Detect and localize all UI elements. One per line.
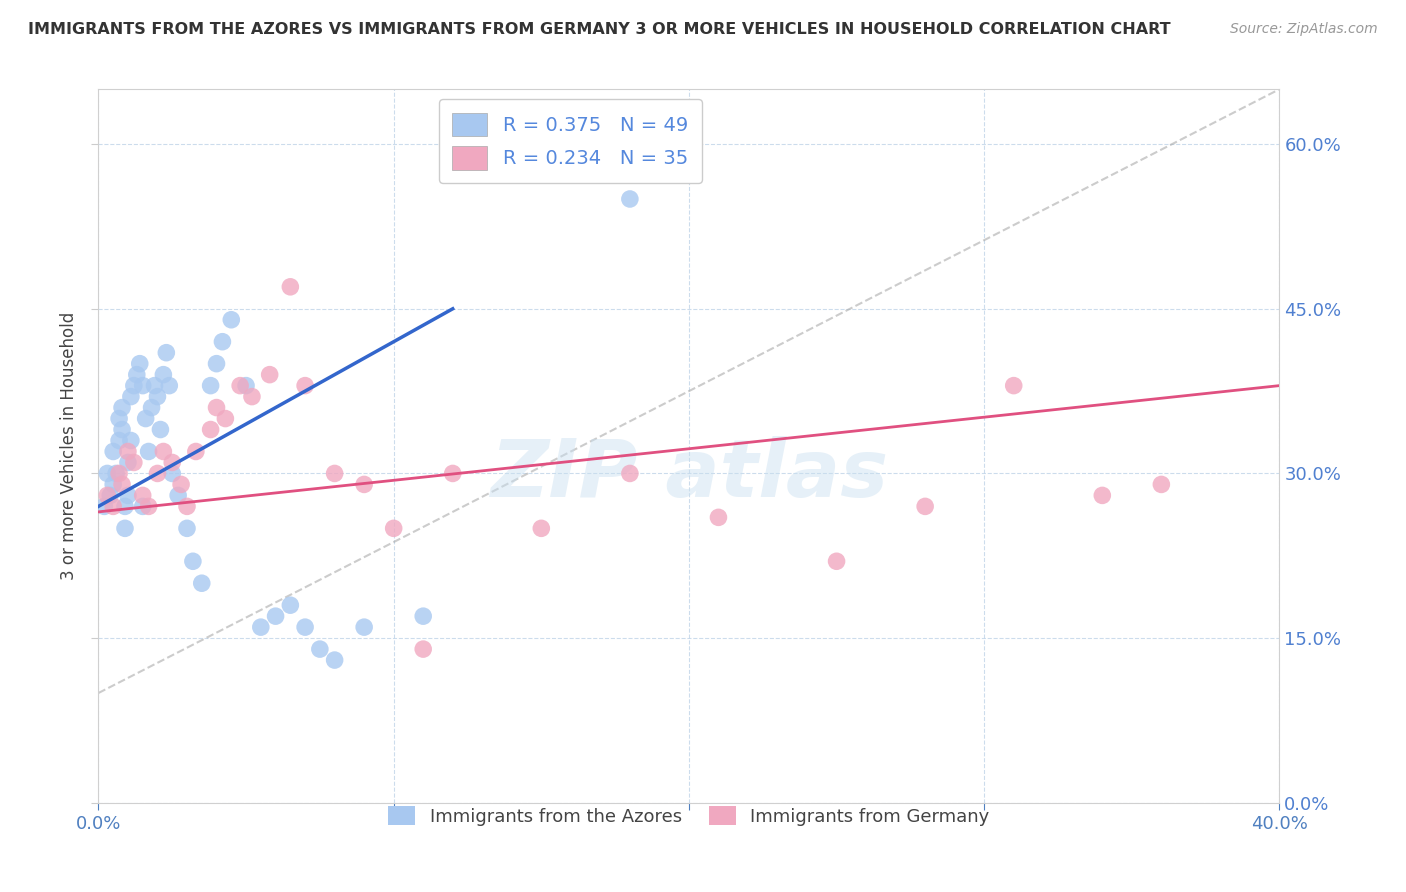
Point [146,390,169,404]
Point [122,455,145,469]
Point [441,467,464,481]
Text: Source: ZipAtlas.com: Source: ZipAtlas.com [1230,22,1378,37]
Point [1002,378,1025,392]
Text: IMMIGRANTS FROM THE AZORES VS IMMIGRANTS FROM GERMANY 3 OR MORE VEHICLES IN HOUS: IMMIGRANTS FROM THE AZORES VS IMMIGRANTS… [28,22,1171,37]
Point [184,444,207,458]
Point [162,455,183,469]
Point [1091,488,1114,502]
Point [205,357,228,371]
Point [176,500,198,514]
Point [170,477,193,491]
Point [122,378,145,392]
Point [323,467,346,481]
Point [138,444,160,458]
Point [176,521,198,535]
Point [200,378,222,392]
Point [412,609,434,624]
Point [141,401,163,415]
Point [132,488,155,502]
Point [250,620,273,634]
Point [135,411,157,425]
Text: ZIP atlas: ZIP atlas [489,435,889,514]
Point [96,467,118,481]
Point [111,401,134,415]
Point [229,378,252,392]
Point [240,390,263,404]
Point [114,521,136,535]
Point [93,500,115,514]
Point [143,378,166,392]
Point [280,280,302,294]
Point [200,423,222,437]
Point [191,576,214,591]
Point [108,467,131,481]
Point [138,500,160,514]
Point [914,500,936,514]
Point [211,334,233,349]
Point [1150,477,1173,491]
Point [264,609,287,624]
Point [111,423,134,437]
Point [825,554,848,568]
Point [132,500,155,514]
Point [235,378,257,392]
Point [149,423,172,437]
Point [309,642,332,657]
Point [294,620,316,634]
Point [382,521,405,535]
Point [707,510,730,524]
Point [146,467,169,481]
Point [294,378,316,392]
Point [98,488,121,502]
Point [214,411,236,425]
Point [152,444,174,458]
Point [259,368,281,382]
Point [353,477,375,491]
Point [152,368,174,382]
Point [108,434,131,448]
Point [353,620,375,634]
Point [117,444,139,458]
Point [111,477,134,491]
Point [125,368,148,382]
Point [221,312,243,326]
Point [155,345,177,359]
Point [103,500,125,514]
Point [96,488,118,502]
Point [205,401,228,415]
Point [103,444,125,458]
Point [619,192,641,206]
Point [120,434,142,448]
Point [120,390,142,404]
Point [157,378,180,392]
Point [128,357,150,371]
Point [103,477,125,491]
Point [117,488,139,502]
Point [117,455,139,469]
Point [114,500,136,514]
Point [323,653,346,667]
Point [412,642,434,657]
Point [181,554,204,568]
Point [280,598,302,612]
Point [162,467,183,481]
Point [105,467,128,481]
Point [108,411,131,425]
Point [619,467,641,481]
Point [167,488,190,502]
Point [132,378,155,392]
Point [530,521,553,535]
Y-axis label: 3 or more Vehicles in Household: 3 or more Vehicles in Household [59,312,77,580]
Legend: Immigrants from the Azores, Immigrants from Germany: Immigrants from the Azores, Immigrants f… [377,796,1001,837]
